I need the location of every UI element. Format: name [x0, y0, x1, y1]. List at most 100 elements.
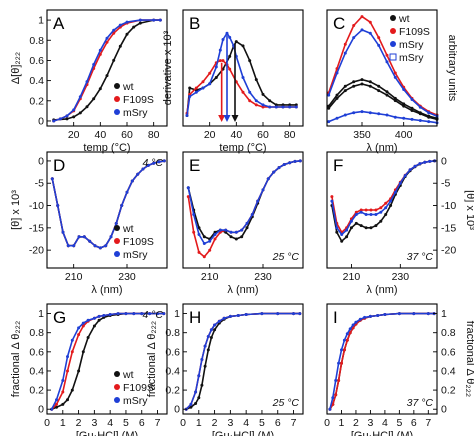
plot-frame [46, 151, 168, 269]
x-tick-label: 210 [65, 271, 83, 283]
data-point [337, 361, 341, 365]
data-point [410, 117, 414, 121]
data-point [288, 161, 292, 165]
data-point [260, 312, 264, 316]
data-point [156, 312, 159, 316]
data-point [427, 111, 431, 115]
panel-h: 0 1 2 3 4 5 6 700.20.40.60.81[Gu·HCl] (M)fracti… [146, 303, 304, 436]
y-tick-label: 0.6 [29, 55, 44, 67]
data-point [340, 348, 343, 352]
panel-letter: A [53, 14, 65, 33]
data-point [229, 235, 233, 239]
x-tick-label: 60 [121, 129, 133, 141]
data-point [335, 226, 339, 230]
x-tick-label: 20 [204, 129, 216, 141]
data-point [125, 20, 129, 24]
data-point [374, 224, 378, 228]
data-point [56, 204, 60, 207]
data-point [136, 172, 140, 176]
data-point [112, 31, 116, 35]
x-tick-label: 6 [139, 417, 145, 429]
data-point [423, 160, 427, 164]
panel-letter: B [189, 14, 200, 33]
data-point [272, 170, 276, 174]
data-point [377, 43, 381, 47]
data-point [214, 76, 218, 79]
legend-marker [114, 238, 120, 244]
data-point [277, 166, 281, 170]
data-point [125, 190, 129, 194]
plot-frame [182, 9, 304, 127]
data-point [162, 159, 166, 163]
data-point [385, 53, 389, 57]
x-axis-label: temp (°C) [83, 142, 130, 154]
data-point [384, 213, 388, 216]
data-point [162, 312, 166, 316]
data-point [359, 224, 363, 228]
plot-frame [182, 303, 304, 415]
data-point [61, 390, 65, 394]
data-point [192, 230, 196, 234]
x-tick-label: 4 [107, 417, 113, 429]
data-point [426, 312, 430, 316]
data-point [78, 95, 82, 99]
data-point [268, 99, 272, 103]
data-point [245, 221, 249, 225]
data-point [194, 402, 198, 405]
data-point [337, 379, 341, 382]
series-f109s-line [327, 15, 438, 116]
data-point [70, 350, 74, 354]
data-point [208, 239, 212, 243]
data-point [349, 219, 353, 223]
data-point [197, 233, 201, 236]
data-point [335, 93, 339, 97]
y-axis-label: fractional Δ θ₂₂₂ [146, 321, 158, 397]
data-point [218, 228, 222, 232]
x-tick-label: 5 [259, 417, 265, 429]
data-point [241, 90, 245, 94]
data-point [141, 167, 145, 171]
plot-frame [326, 303, 438, 415]
data-point [222, 316, 226, 320]
data-point [402, 104, 406, 108]
x-tick-label: 2 [212, 417, 218, 429]
data-point [197, 374, 201, 378]
data-point [208, 82, 212, 86]
data-point [234, 237, 238, 241]
series-wt-line [329, 312, 435, 410]
data-point [104, 244, 108, 248]
data-point [276, 312, 280, 316]
data-point [228, 54, 232, 58]
data-point [217, 319, 221, 323]
data-point [70, 388, 74, 392]
panel-letter: G [53, 308, 66, 327]
data-point [418, 119, 422, 122]
data-point [201, 80, 205, 84]
data-point [221, 38, 225, 41]
data-point [377, 36, 381, 40]
plot-frame [46, 9, 168, 127]
data-point [340, 233, 344, 236]
data-point [208, 248, 212, 252]
panel-a: 20 40 60 80 0 0.2 0.4 0.6 0.8 1 temp (°C) Δ[θ]₂₂₂ Aw… [10, 9, 168, 154]
data-point [186, 186, 190, 190]
y-tick-label: 0.4 [29, 75, 44, 87]
legend-marker [114, 384, 120, 390]
data-point [352, 111, 356, 115]
x-tick-label: 5 [396, 417, 402, 429]
data-point [348, 331, 352, 335]
temperature-annotation: 25 °C [272, 251, 300, 263]
data-point [364, 226, 368, 230]
legend-label: F109S [123, 236, 154, 248]
data-point [138, 18, 142, 22]
series-wt-line [185, 312, 300, 410]
data-point [224, 230, 228, 234]
data-point [202, 235, 206, 239]
data-point [389, 199, 393, 203]
data-point [364, 208, 368, 212]
x-tick-label: 80 [148, 129, 160, 141]
data-point [214, 65, 218, 69]
data-point [248, 59, 252, 63]
data-point [228, 314, 232, 318]
